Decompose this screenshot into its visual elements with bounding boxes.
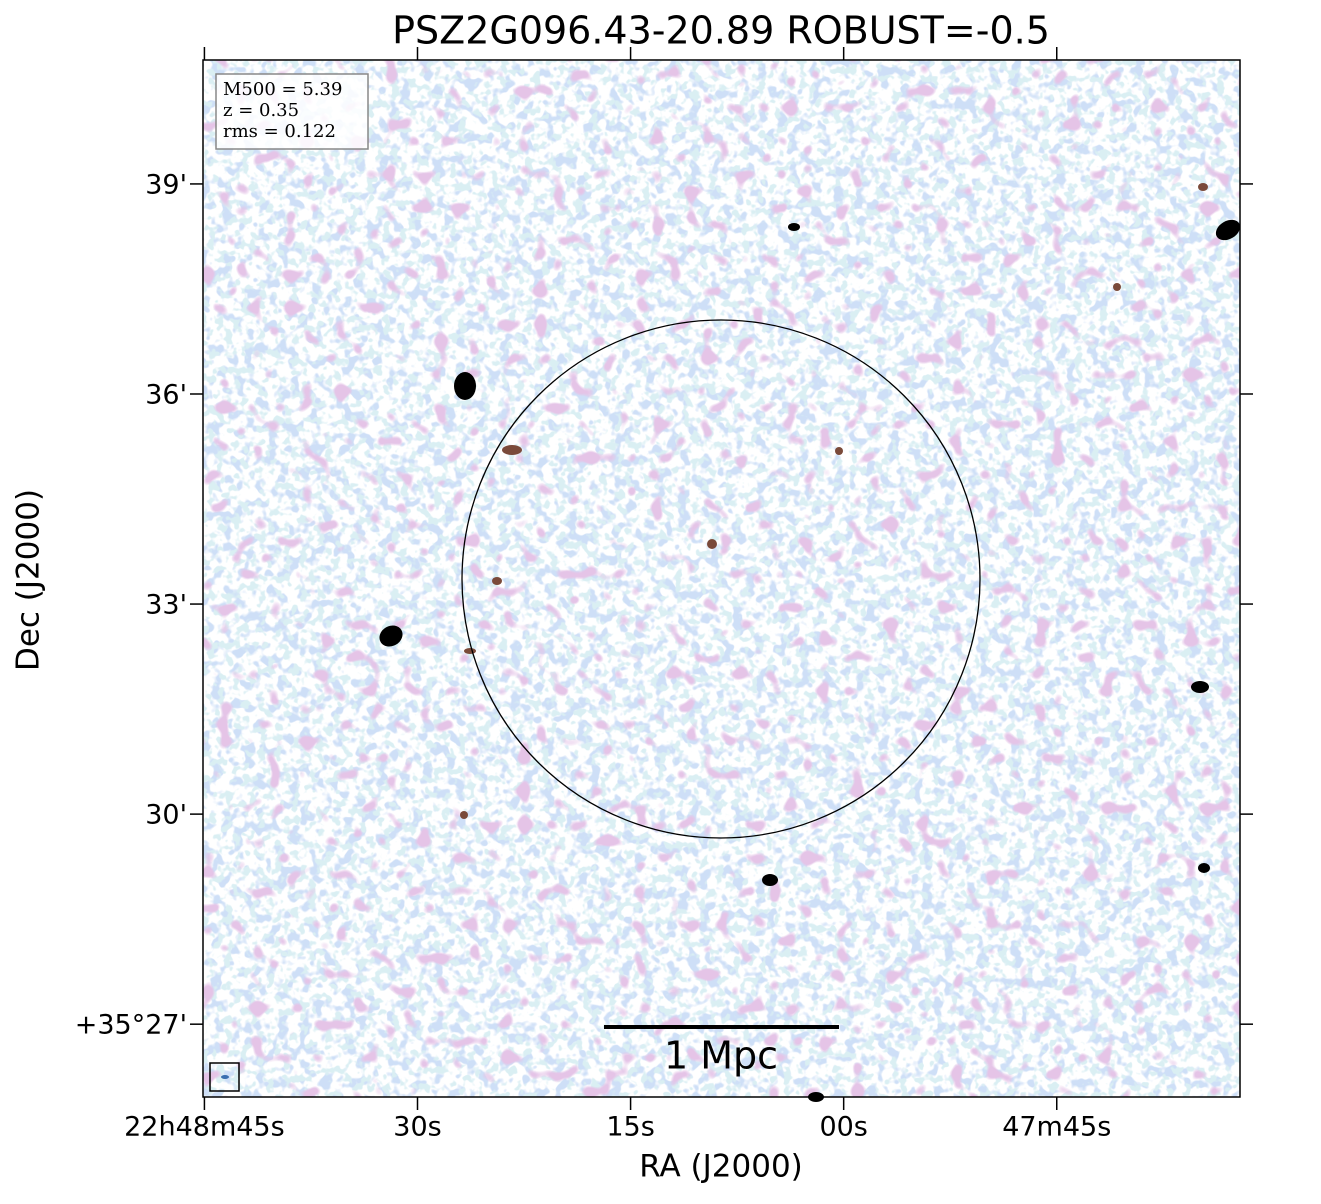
x-axis-label: RA (J2000) [639, 1149, 803, 1185]
x-tick-label: 30s [393, 1112, 441, 1143]
info-box [215, 73, 369, 150]
y-tick-label: 39' [145, 169, 187, 200]
y-tick-label: 36' [145, 379, 187, 410]
y-tick-label: 30' [145, 800, 187, 831]
x-tick-label: 22h48m45s [124, 1112, 285, 1143]
y-tick-label: +35°27' [75, 1010, 187, 1041]
chart-title: PSZ2G096.43-20.89 ROBUST=-0.5 [392, 9, 1050, 53]
info-text: rms = 0.122 [223, 121, 336, 142]
map-image [203, 60, 1241, 1102]
x-tick-label: 47m45s [1002, 1112, 1111, 1143]
info-text: z = 0.35 [223, 100, 299, 121]
x-tick-label: 00s [819, 1112, 867, 1143]
plot-frame [202, 59, 1241, 1098]
x-tick-label: 15s [606, 1112, 654, 1143]
y-axis-label: Dec (J2000) [11, 489, 47, 671]
y-tick-label: 33' [145, 590, 187, 621]
info-text: M500 = 5.39 [223, 79, 342, 100]
scale-bar-label: 1 Mpc [664, 1034, 778, 1078]
